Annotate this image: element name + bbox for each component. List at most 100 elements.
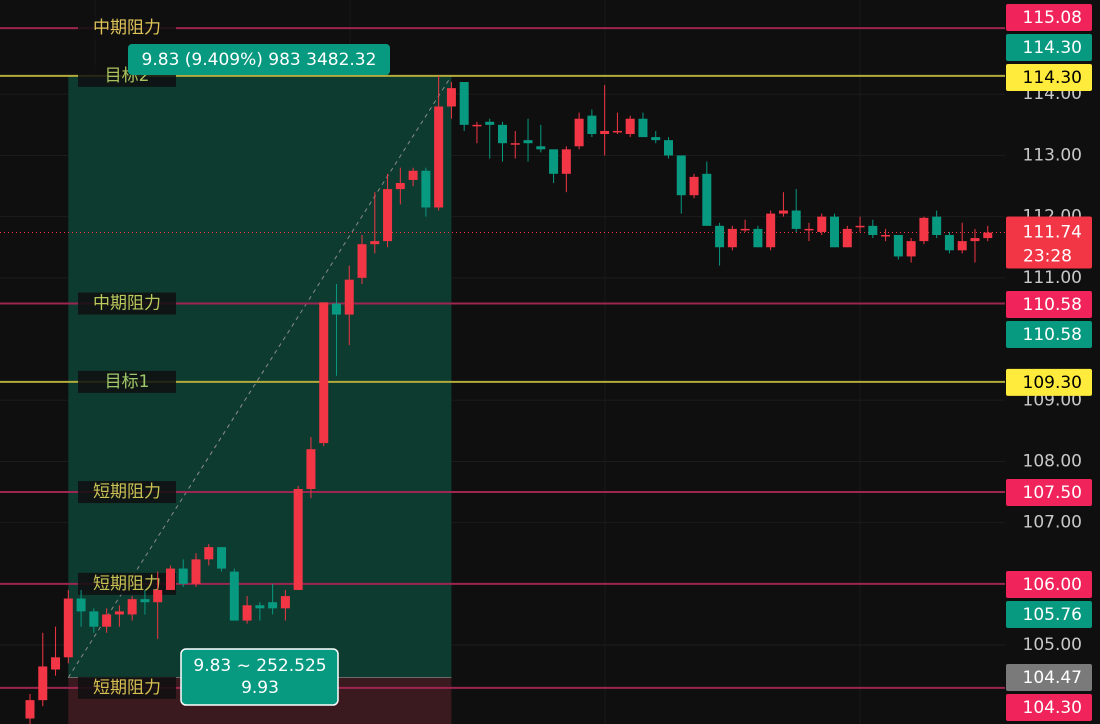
candle-body [153, 589, 163, 603]
candle-body [89, 611, 99, 627]
price-tag [1006, 4, 1092, 31]
candle-body [906, 241, 916, 257]
candle-body [76, 598, 86, 612]
candle-body [715, 225, 725, 248]
candle-body [63, 598, 73, 658]
price-tag-label: 114.30 [1023, 68, 1082, 88]
candle-body [510, 143, 520, 145]
countdown-label: 23:28 [1023, 247, 1072, 267]
candle-body [702, 173, 712, 226]
price-tag-label: 106.00 [1023, 575, 1082, 595]
candle-body [842, 228, 852, 248]
candle-body [102, 614, 112, 627]
candle-body [280, 596, 290, 609]
y-tick-label: 108.00 [1023, 451, 1082, 471]
candle-body [983, 232, 993, 239]
candle-body [357, 244, 367, 278]
price-tag [1006, 479, 1092, 506]
candle-body [932, 216, 942, 236]
candle-body [944, 235, 954, 251]
price-tag-label: 104.47 [1023, 668, 1082, 688]
candle-body [664, 140, 673, 156]
current-price-label: 111.74 [1023, 223, 1082, 243]
candle-body [434, 106, 444, 208]
current-price-tag [1006, 216, 1092, 269]
candle-body [408, 170, 418, 180]
price-tag [1006, 694, 1092, 721]
level-label: 短期阻力 [93, 482, 161, 502]
candle-body [957, 241, 967, 251]
candle-body [421, 170, 431, 208]
level-label: 中期阻力 [93, 18, 161, 38]
price-tag [1006, 571, 1092, 598]
price-tag [1006, 368, 1092, 396]
y-tick-label: 111.00 [1023, 268, 1082, 288]
candle-body [574, 118, 584, 147]
price-tag-label: 114.30 [1023, 38, 1082, 58]
candle-body [753, 228, 763, 248]
candle-body [549, 149, 559, 174]
price-tag [1006, 321, 1092, 348]
candle-body [638, 118, 648, 138]
level-label-bg [78, 572, 176, 595]
level-label-bg [78, 481, 176, 504]
candle-body [817, 216, 827, 232]
candle-body [612, 130, 622, 133]
level-label-bg [78, 292, 176, 315]
candle-body [459, 82, 469, 125]
price-tag-label: 115.08 [1023, 8, 1082, 28]
price-tag [1006, 34, 1092, 61]
candle-body [830, 216, 840, 248]
candle-body [727, 228, 737, 248]
entry-text: 9.93 [241, 678, 279, 698]
candle-body [485, 121, 495, 125]
y-tick-label: 105.00 [1023, 635, 1082, 655]
level-label: 目标1 [105, 372, 150, 392]
entry-text: 9.83 ~ 252.525 [193, 656, 326, 676]
candle-body [676, 155, 686, 196]
candle-body [178, 568, 188, 584]
candle-body [25, 700, 35, 719]
candle-body [651, 137, 661, 141]
level-label: 中期阻力 [93, 294, 161, 314]
candle-body [523, 140, 533, 144]
candle-body [472, 124, 482, 127]
target-box [128, 44, 390, 75]
price-tag-label: 109.30 [1023, 373, 1082, 393]
candle-body [766, 213, 776, 248]
candle-body [191, 559, 201, 584]
candle-body [229, 571, 239, 621]
target-text: 9.83 (9.409%) 983 3482.32 [142, 50, 377, 70]
candle-body [293, 488, 303, 590]
candle-body [740, 228, 750, 231]
candle-body [625, 118, 635, 135]
price-tag-label: 107.50 [1023, 483, 1082, 503]
candle-body [242, 605, 252, 621]
price-tag-label: 110.58 [1023, 295, 1082, 315]
candle-body [855, 225, 865, 228]
candle-body [881, 235, 891, 237]
y-tick-label: 107.00 [1023, 513, 1082, 533]
candle-body [497, 124, 507, 144]
candle-body [561, 149, 571, 174]
candle-body [970, 238, 980, 242]
candle-body [804, 228, 814, 231]
candle-body [344, 279, 354, 315]
candle-body [536, 146, 546, 150]
candle-body [140, 599, 150, 603]
price-tag-label: 105.76 [1023, 605, 1082, 625]
candle-body [204, 547, 214, 560]
candle-body [306, 449, 316, 489]
price-tag [1006, 64, 1092, 91]
price-tag [1006, 601, 1092, 628]
candle-body [919, 217, 929, 242]
level-label-bg [78, 370, 176, 393]
candle-body [395, 182, 405, 190]
candle-body [127, 599, 137, 615]
candle-body [893, 235, 903, 257]
candle-body [51, 657, 61, 670]
level-label-bg [78, 676, 176, 699]
candle-body [587, 115, 597, 135]
y-tick-label: 113.00 [1023, 145, 1082, 165]
